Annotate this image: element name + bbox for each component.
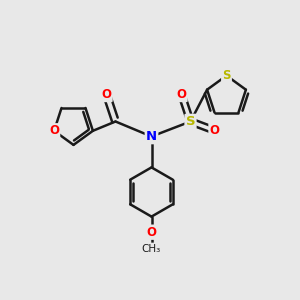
Text: S: S — [186, 115, 195, 128]
Text: O: O — [49, 124, 59, 137]
Text: O: O — [209, 124, 220, 137]
Text: CH₃: CH₃ — [142, 244, 161, 254]
Text: N: N — [146, 130, 157, 143]
Text: S: S — [222, 69, 231, 82]
Text: O: O — [176, 88, 187, 101]
Text: O: O — [101, 88, 112, 101]
Text: O: O — [146, 226, 157, 239]
